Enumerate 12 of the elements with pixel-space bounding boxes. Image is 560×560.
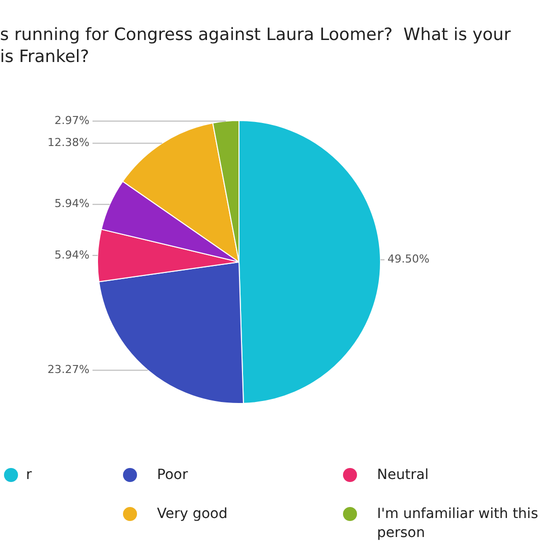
legend-label: r (26, 466, 32, 485)
data-label: 23.27% (48, 363, 90, 376)
data-label: 12.38% (48, 136, 90, 150)
data-label: 5.94% (54, 248, 90, 262)
data-label: 5.94% (54, 197, 90, 210)
data-label: 2.97% (54, 114, 90, 127)
legend-label: Very good (157, 505, 228, 524)
legend-label: Poor (157, 466, 188, 485)
chart-title: s running for Congress against Laura Loomer? What is your is Frankel? (0, 24, 511, 68)
legend-label: I'm unfamiliar with this person (377, 505, 540, 543)
legend-label: Neutral (377, 466, 429, 485)
data-label: 49.50% (388, 252, 430, 266)
